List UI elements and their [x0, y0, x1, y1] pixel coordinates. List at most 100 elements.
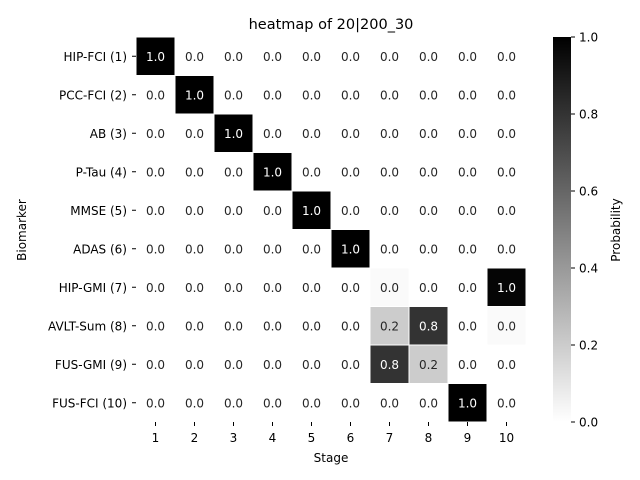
cell-value-label: 0.8	[419, 319, 438, 333]
cell-value-label: 0.0	[458, 281, 477, 295]
heatmap-cell	[486, 75, 527, 115]
cell-value-label: 0.0	[341, 88, 360, 102]
heatmap-cell	[408, 383, 449, 423]
cell-value-label: 0.0	[419, 127, 438, 141]
cell-value-label: 1.0	[341, 242, 360, 256]
heatmap-cell	[174, 75, 215, 115]
cell-value-label: 0.0	[497, 50, 516, 64]
heatmap-cell	[408, 190, 449, 230]
cell-value-label: 0.0	[263, 242, 282, 256]
cell-value-label: 0.0	[224, 88, 243, 102]
cell-value-label: 0.0	[146, 242, 165, 256]
cell-value-label: 0.2	[380, 319, 399, 333]
cell-value-label: 1.0	[263, 165, 282, 179]
cell-value-label: 0.0	[341, 127, 360, 141]
cell-value-label: 0.0	[380, 127, 399, 141]
colorbar-tick-label: 0.4	[579, 262, 598, 276]
cell-value-label: 1.0	[185, 88, 204, 102]
cell-value-label: 0.0	[419, 204, 438, 218]
cell-value-label: 0.0	[224, 50, 243, 64]
heatmap-cell	[486, 267, 527, 307]
cell-value-label: 0.0	[497, 242, 516, 256]
colorbar: 0.0 0.2 0.4 0.6 0.8 1.0 Probability	[553, 31, 623, 430]
heatmap-cell	[369, 190, 410, 230]
heatmap-cell	[330, 36, 371, 76]
y-tick-label: HIP-GMI (7)	[59, 281, 127, 295]
cell-value-label: 0.0	[341, 50, 360, 64]
cell-value-label: 0.0	[380, 396, 399, 410]
cell-value-label: 0.0	[263, 319, 282, 333]
cell-value-label: 0.0	[497, 127, 516, 141]
cell-value-label: 0.0	[458, 242, 477, 256]
cell-value-label: 0.0	[224, 358, 243, 372]
x-tick-label: 7	[386, 431, 394, 445]
heatmap-cell	[369, 344, 410, 384]
heatmap-cell	[330, 306, 371, 346]
x-tick-label: 2	[191, 431, 199, 445]
heatmap-cell	[369, 75, 410, 115]
heatmap-cell	[174, 36, 215, 76]
cell-value-label: 0.0	[380, 50, 399, 64]
cell-value-label: 0.0	[224, 165, 243, 179]
heatmap-cell	[330, 383, 371, 423]
heatmap-cell	[252, 229, 293, 269]
cell-value-label: 0.0	[380, 242, 399, 256]
cell-value-label: 1.0	[497, 281, 516, 295]
cell-value-label: 0.0	[185, 281, 204, 295]
cell-value-label: 0.0	[302, 319, 321, 333]
heatmap-cell	[135, 383, 176, 423]
heatmap-cell	[291, 229, 332, 269]
heatmap-cell	[252, 344, 293, 384]
heatmap-cell	[369, 383, 410, 423]
cell-value-label: 0.0	[458, 88, 477, 102]
cell-value-label: 0.0	[185, 127, 204, 141]
cell-value-label: 0.0	[263, 50, 282, 64]
cell-value-label: 0.0	[263, 204, 282, 218]
cell-value-label: 1.0	[146, 50, 165, 64]
heatmap-cell	[330, 190, 371, 230]
heatmap-cell	[213, 344, 254, 384]
chart-title: heatmap of 20|200_30	[249, 17, 414, 33]
cell-value-label: 0.0	[419, 50, 438, 64]
cell-value-label: 0.0	[497, 204, 516, 218]
colorbar-tick-label: 0.2	[579, 339, 598, 353]
y-axis-label: Biomarker	[15, 199, 29, 261]
cell-value-label: 0.0	[263, 358, 282, 372]
cell-value-label: 0.0	[497, 396, 516, 410]
colorbar-tick-label: 0.8	[579, 108, 598, 122]
cell-value-label: 0.0	[263, 127, 282, 141]
cell-value-label: 0.0	[380, 165, 399, 179]
cell-value-label: 0.0	[146, 204, 165, 218]
cell-value-label: 0.0	[185, 396, 204, 410]
heatmap-cell	[330, 267, 371, 307]
heatmap-cell	[447, 267, 488, 307]
heatmap-cell	[330, 75, 371, 115]
heatmap-cell	[447, 229, 488, 269]
heatmap-cell	[369, 306, 410, 346]
cell-value-label: 0.0	[341, 165, 360, 179]
heatmap-cells: 1.0 0.0 0.0 0.0 0.0 0.0 0.0 0.0 0.0 0.0 0.0 1.0 0.0 0…	[135, 36, 527, 423]
heatmap-cell	[408, 267, 449, 307]
cell-value-label: 0.0	[302, 88, 321, 102]
cell-value-label: 0.0	[497, 88, 516, 102]
y-tick-label: ADAS (6)	[73, 242, 127, 256]
heatmap-cell	[408, 344, 449, 384]
heatmap-cell	[174, 190, 215, 230]
cell-value-label: 0.0	[224, 396, 243, 410]
cell-value-label: 0.0	[302, 127, 321, 141]
x-tick-label: 5	[308, 431, 316, 445]
cell-value-label: 0.0	[419, 88, 438, 102]
cell-value-label: 0.2	[419, 358, 438, 372]
heatmap-cell	[486, 152, 527, 192]
cell-value-label: 0.0	[263, 88, 282, 102]
heatmap-cell	[213, 113, 254, 153]
heatmap-cell	[252, 306, 293, 346]
cell-value-label: 0.0	[302, 50, 321, 64]
cell-value-label: 0.0	[380, 88, 399, 102]
cell-value-label: 0.0	[185, 319, 204, 333]
y-tick-label: FUS-FCI (10)	[52, 396, 127, 410]
heatmap-cell	[447, 383, 488, 423]
cell-value-label: 0.0	[185, 242, 204, 256]
cell-value-label: 0.0	[185, 165, 204, 179]
